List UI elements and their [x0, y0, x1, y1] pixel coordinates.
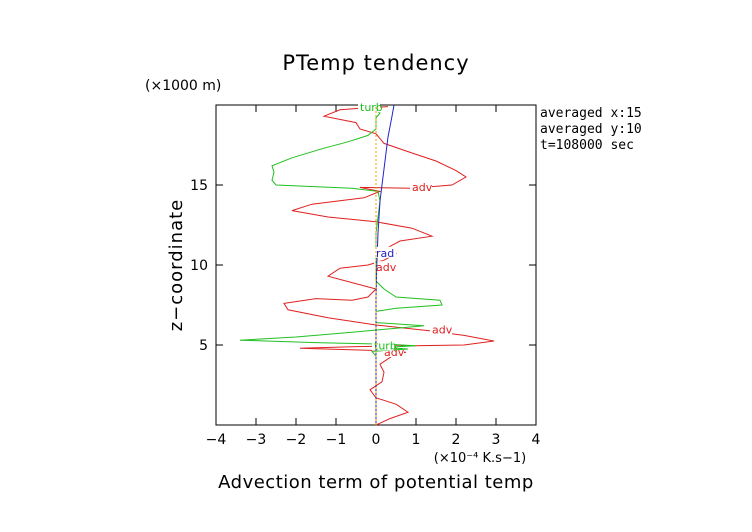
series-label-bg — [382, 346, 404, 357]
y-tick-label: 15 — [190, 178, 208, 194]
x-tick-label: 3 — [492, 432, 501, 448]
series-line-turb — [239, 105, 443, 425]
series-label-bg — [410, 181, 432, 193]
info-averaged-y: averaged y:10 — [540, 122, 642, 137]
x-tick-label: 1 — [412, 432, 421, 448]
x-tick-label: −2 — [286, 432, 307, 448]
x-tick-label: 2 — [452, 432, 461, 448]
ticks-layer: −4 −3 −2 −1 0 1 2 3 4 5 10 15 — [190, 105, 541, 448]
x-tick-label: −1 — [326, 432, 347, 448]
series-label-rad: rad — [376, 247, 394, 260]
series-label-bg — [374, 261, 396, 273]
y-axis-units: (×1000 m) — [145, 78, 221, 94]
series-label-bg — [358, 101, 380, 113]
y-axis-label: z−coordinate — [166, 199, 187, 332]
x-tick-label: 0 — [372, 432, 381, 448]
x-axis-label: Advection term of potential temp — [218, 472, 534, 493]
y-tick-label: 5 — [199, 338, 208, 354]
series-label-bg — [430, 323, 452, 335]
series-label-bg — [374, 246, 396, 258]
info-averaged-x: averaged x:15 — [540, 106, 642, 121]
series-label-adv: adv — [412, 181, 433, 194]
x-axis-units: (×10⁻⁴ K.s−1) — [434, 451, 526, 466]
series-label-adv: adv — [376, 261, 397, 274]
series-label-turb: turb — [360, 101, 383, 114]
x-tick-label: −4 — [206, 432, 227, 448]
x-tick-label: −3 — [246, 432, 267, 448]
info-time: t=108000 sec — [540, 138, 634, 153]
y-tick-label: 10 — [190, 258, 208, 274]
chart-title: PTemp tendency — [282, 51, 469, 75]
x-tick-label: 4 — [532, 432, 541, 448]
series-label-bg — [372, 339, 394, 351]
series-label-adv: adv — [432, 324, 453, 337]
series-label-turb: turb — [374, 340, 397, 353]
